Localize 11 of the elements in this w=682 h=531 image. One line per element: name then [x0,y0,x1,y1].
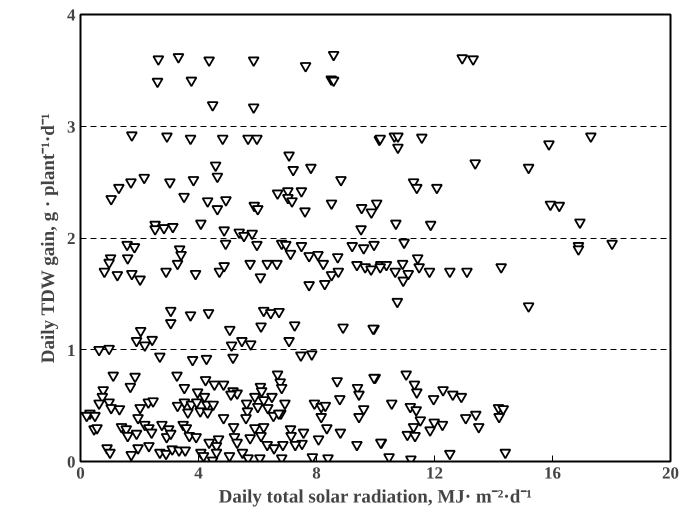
x-axis-title: Daily total solar radiation, MJ· m⁻²·d⁻¹ [218,486,532,508]
y-tick-label: 1 [67,340,76,360]
x-tick-label: 16 [544,464,561,482]
y-axis-title: Daily TDW gain, g · plant⁻¹·d⁻¹ [38,113,59,364]
y-tick-label: 4 [67,6,76,24]
x-tick-label: 8 [312,464,321,482]
x-tick-label: 4 [194,464,204,482]
x-tick-label: 12 [426,464,443,482]
y-tick-label: 3 [67,117,76,136]
x-tick-label: 20 [662,464,679,482]
y-tick-label: 2 [67,229,76,248]
